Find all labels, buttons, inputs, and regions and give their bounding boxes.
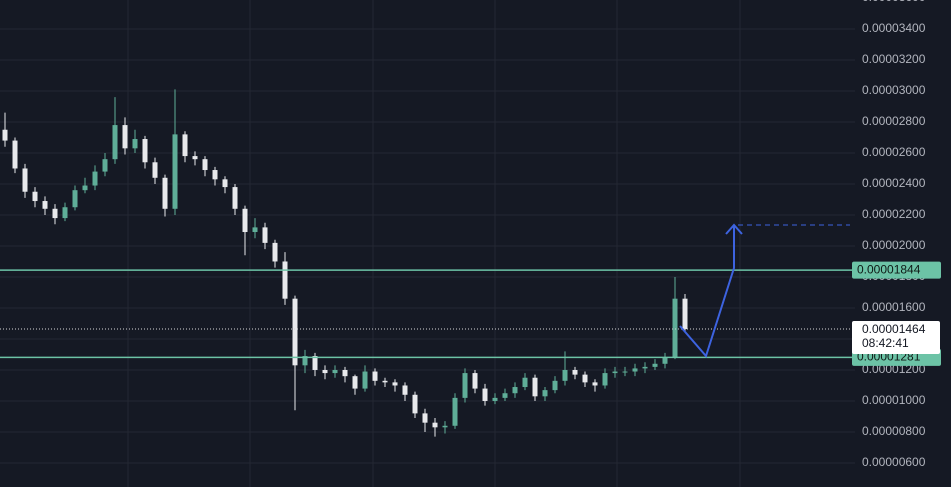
y-tick-label: 0.00002400 — [862, 176, 926, 190]
candle-body — [682, 298, 688, 330]
candle-body — [322, 369, 328, 374]
candle-body — [472, 373, 478, 389]
candle-body — [652, 363, 658, 367]
candle-body — [522, 377, 528, 388]
y-tick-label: 0.00002800 — [862, 114, 926, 128]
candle-body — [582, 374, 588, 383]
candle-body — [2, 129, 8, 141]
candle-body — [662, 357, 668, 364]
y-tick-label: 0.00003400 — [862, 21, 926, 35]
candle-body — [142, 139, 148, 163]
candle-body — [492, 397, 498, 401]
y-tick-label: 0.00000800 — [862, 424, 926, 438]
candle-body — [212, 170, 218, 180]
last-price-box — [852, 321, 940, 355]
candle-body — [642, 366, 648, 369]
candle-body — [452, 397, 458, 426]
candle-body — [592, 382, 598, 386]
candle-body — [232, 187, 238, 209]
candle-body — [42, 201, 48, 209]
candle-body — [32, 191, 38, 202]
candle-body — [622, 371, 628, 373]
y-tick-label: 0.00002200 — [862, 207, 926, 221]
last-price-label: 0.00001464 — [862, 322, 926, 336]
candle-body — [112, 125, 118, 160]
candle-body — [432, 422, 438, 428]
price-axis: 0.000006000.000008000.000010000.00001200… — [852, 0, 941, 469]
candle-body — [272, 242, 278, 262]
y-tick-label: 0.00001000 — [862, 393, 926, 407]
candle-body — [552, 380, 558, 391]
candle-body — [502, 393, 508, 398]
candle-body — [182, 134, 188, 157]
candle-body — [72, 190, 78, 208]
candle-body — [292, 298, 298, 366]
candle-body — [82, 185, 88, 191]
candle-body — [412, 394, 418, 414]
candle-body — [92, 171, 98, 186]
candle-body — [252, 227, 258, 233]
candle-body — [302, 356, 308, 366]
candle-body — [482, 388, 488, 401]
candle-body — [192, 156, 198, 160]
candle-body — [562, 369, 568, 381]
candles — [2, 89, 688, 437]
candle-body — [542, 390, 548, 397]
y-tick-label: 0.00003600 — [862, 0, 926, 4]
candle-body — [672, 298, 678, 358]
candle-body — [312, 356, 318, 370]
candle-body — [442, 425, 448, 428]
candle-body — [392, 382, 398, 386]
candle-body — [602, 373, 608, 386]
y-tick-label: 0.00001600 — [862, 300, 926, 314]
candle-body — [162, 177, 168, 209]
candle-body — [462, 373, 468, 398]
level-label: 0.00001844 — [857, 262, 921, 276]
candle-body — [122, 125, 128, 149]
candle-body — [372, 371, 378, 381]
candle-body — [422, 413, 428, 423]
y-tick-label: 0.00002600 — [862, 145, 926, 159]
y-tick-label: 0.00003000 — [862, 83, 926, 97]
y-tick-label: 0.00002000 — [862, 238, 926, 252]
candle-body — [52, 208, 58, 219]
candle-body — [12, 140, 18, 169]
arrow-head — [725, 223, 743, 235]
candle-body — [362, 371, 368, 389]
candle-body — [22, 168, 28, 192]
candle-body — [532, 377, 538, 397]
price-lines — [0, 269, 855, 359]
countdown: 08:42:41 — [862, 336, 909, 350]
level-label-box — [852, 261, 941, 279]
vertical-grid — [127, 0, 741, 487]
y-tick-label: 0.00000600 — [862, 455, 926, 469]
candle-body — [342, 369, 348, 377]
candle-body — [222, 179, 228, 188]
candle-body — [632, 368, 638, 372]
y-tick-label: 0.00003200 — [862, 52, 926, 66]
candle-body — [332, 369, 338, 374]
candle-body — [242, 208, 248, 233]
candle-body — [102, 159, 108, 172]
candle-body — [382, 380, 388, 383]
candle-body — [282, 261, 288, 299]
candle-body — [202, 159, 208, 171]
candle-body — [352, 376, 358, 389]
candle-body — [132, 139, 138, 149]
candle-body — [572, 369, 578, 375]
drawing-arrow — [679, 223, 850, 359]
grid-layer — [0, 28, 855, 464]
candle-body — [62, 207, 68, 219]
arrow-path — [679, 226, 735, 359]
candle-body — [262, 227, 268, 243]
candle-body — [512, 387, 518, 394]
candle-body — [152, 162, 158, 178]
candle-body — [402, 385, 408, 395]
candle-body — [172, 134, 178, 209]
candle-body — [612, 371, 618, 374]
